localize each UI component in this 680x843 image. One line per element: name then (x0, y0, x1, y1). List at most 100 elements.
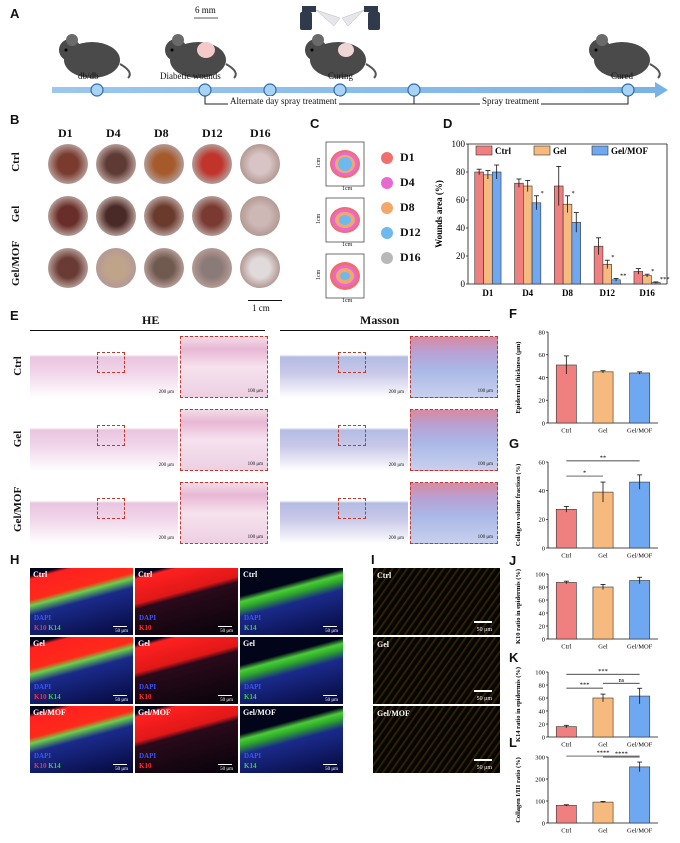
scale-bar (113, 695, 127, 696)
zoom-region-box (96, 497, 125, 520)
panel-label-h: H (10, 552, 20, 567)
dapi-label: DAPI (244, 614, 262, 622)
photo-day-header: D4 (106, 126, 121, 140)
scale-label: 200 μm (158, 390, 174, 395)
scale-label: 50 μm (115, 698, 128, 703)
timeline-node (263, 83, 277, 97)
photo-day-header: D16 (250, 126, 271, 140)
scale-label: 100 μm (247, 535, 263, 540)
y-tick-label: 60 (456, 195, 466, 205)
timeline-node (333, 83, 347, 97)
significance-label: * (651, 268, 654, 275)
panel-label-f: F (509, 306, 517, 321)
k14-label: K14 (244, 693, 257, 701)
fluorescence-group-label: Gel/MOF (33, 708, 66, 717)
scale-label: 200 μm (158, 463, 174, 468)
bar (474, 171, 484, 285)
k10-ratio-chart: 0 20 40 60 80 100 K10 ratio in epidermis (%) Ct… (515, 569, 658, 651)
significance-label: * (611, 254, 614, 261)
y-tick-label: 80 (539, 584, 546, 591)
spray-bottle-icon (341, 6, 380, 30)
scale-label: 50 μm (476, 696, 492, 702)
he-zoom: 100 μm (180, 409, 268, 471)
y-tick-label: 0 (461, 279, 466, 289)
trace-box (325, 197, 365, 243)
scale-bar (474, 759, 492, 761)
polarized-group-label: Gel/MOF (377, 709, 410, 718)
panel-label-b: B (10, 112, 20, 127)
masson-overview: 200 μm (280, 409, 408, 471)
trace-x-label: 1cm (342, 186, 353, 192)
polarized-image: Gel/MOF 50 μm (373, 706, 500, 773)
fluorescence-group-label: Ctrl (138, 570, 153, 579)
polarized-group-label: Ctrl (377, 571, 392, 580)
masson-zoom: 100 μm (410, 409, 498, 471)
trace-legend-label: D8 (400, 200, 415, 214)
bar (555, 508, 577, 549)
stage-label-diabetic: Diabetic wounds (160, 71, 221, 81)
he-overview: 200 μm (30, 482, 178, 544)
dapi-label: DAPI (34, 752, 52, 760)
wound-photo (48, 144, 88, 184)
scale-bar (474, 690, 492, 692)
x-tick-label: Ctrl (561, 553, 571, 560)
legend-swatch (475, 145, 493, 156)
k14-label: K14 (244, 762, 257, 770)
x-tick-label: D12 (600, 288, 616, 298)
trace-legend-swatch (381, 227, 393, 239)
scale-label: 100 μm (247, 389, 263, 394)
stage-label-curing: Curing (328, 71, 354, 81)
significance-label: * (572, 190, 575, 197)
y-tick-label: 100 (535, 571, 545, 578)
fluorescence-signal (30, 637, 133, 704)
fluorescence-signal (30, 706, 133, 773)
significance-label: ** (600, 454, 607, 461)
y-tick-label: 60 (539, 352, 546, 359)
spray-bottle-icon (300, 6, 341, 30)
wound-photo (96, 196, 136, 236)
fluorescence-group-label: Gel (138, 639, 150, 648)
scale-label: 50 μm (220, 629, 233, 634)
dapi-label: DAPI (34, 683, 52, 691)
k14-label: K14 (244, 624, 257, 632)
timeline-arrowhead (655, 82, 668, 98)
wound-photo (240, 248, 280, 288)
scale-label: 50 μm (115, 767, 128, 772)
scale-label: 50 μm (325, 698, 338, 703)
y-tick-label: 40 (539, 708, 546, 715)
bar (592, 586, 614, 640)
zoom-region-box (337, 424, 366, 447)
x-tick-label: Gel/MOF (627, 742, 653, 749)
y-tick-label: 0 (542, 545, 545, 552)
legend-label: Gel/MOF (611, 146, 648, 156)
bar (514, 182, 524, 285)
y-tick-label: 20 (539, 721, 546, 728)
x-tick-label: Gel/MOF (627, 553, 653, 560)
x-tick-label: Gel (598, 644, 608, 651)
significance-label: * (540, 190, 543, 197)
trace-x-label: 1cm (342, 298, 353, 304)
fluorescence-group-label: Ctrl (33, 570, 48, 579)
x-tick-label: Ctrl (561, 644, 571, 651)
dapi-label: DAPI (139, 614, 157, 622)
zoom-region-box (96, 351, 125, 374)
bar (555, 726, 577, 738)
polarized-group-label: Gel (377, 640, 389, 649)
scale-label: 50 μm (476, 765, 492, 771)
x-tick-label: D1 (482, 288, 493, 298)
timeline-node (198, 83, 212, 97)
dapi-label: DAPI (34, 614, 52, 622)
panel-label-l: L (509, 735, 517, 750)
panel-label-g: G (509, 436, 520, 451)
bar (592, 697, 614, 738)
masson-title-rule (280, 330, 490, 331)
scale-label: 200 μm (388, 463, 404, 468)
y-tick-label: 200 (535, 776, 545, 783)
y-tick-label: 0 (542, 820, 545, 827)
bar (491, 171, 502, 285)
scale-label: 100 μm (477, 535, 493, 540)
bar (555, 582, 577, 640)
y-tick-label: 0 (542, 734, 545, 741)
treatment-bracket (204, 96, 629, 105)
trace-legend-label: D4 (400, 175, 415, 189)
